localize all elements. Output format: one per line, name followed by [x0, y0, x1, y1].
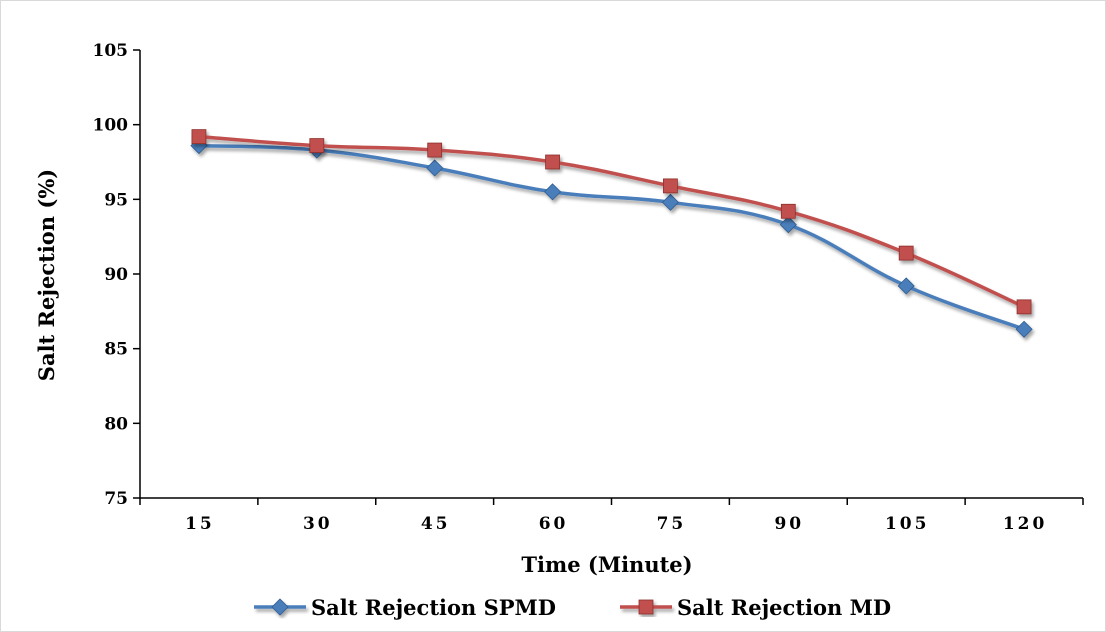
y-tick-label: 90: [104, 265, 128, 285]
legend: Salt Rejection SPMD Salt Rejection MD: [254, 595, 891, 620]
legend-swatch: [254, 598, 306, 616]
data-point: [1015, 320, 1033, 338]
series-layer: [190, 129, 1033, 338]
data-point: [545, 154, 560, 170]
y-tick-label: 105: [93, 41, 129, 61]
x-tick-label: 15: [185, 514, 215, 534]
data-point: [543, 183, 562, 201]
axes: 75 80 85 90 95 100 105 15 30 45 60 75 90 105 120: [93, 41, 1084, 534]
y-tick-label: 100: [93, 116, 129, 136]
x-tick-label: 60: [539, 514, 569, 534]
legend-swatch: [620, 599, 672, 615]
x-tick-label: 105: [885, 514, 930, 534]
y-tick-label: 75: [104, 489, 128, 509]
data-point: [663, 178, 678, 194]
data-point: [1016, 299, 1032, 315]
data-point: [309, 138, 325, 153]
y-axis-title: Salt Rejection (%): [34, 169, 59, 381]
data-point: [898, 245, 914, 261]
x-tick-label: 75: [657, 514, 687, 534]
legend-label: Salt Rejection SPMD: [311, 595, 556, 620]
series-1: [190, 137, 1033, 338]
x-axis-title: Time (Minute): [521, 552, 692, 577]
y-tick-label: 85: [104, 340, 128, 360]
data-point: [426, 159, 444, 177]
x-tick-label: 30: [303, 514, 333, 534]
x-tick-label: 120: [1003, 514, 1048, 534]
x-tick-label: 90: [774, 514, 804, 534]
data-point: [897, 277, 915, 295]
series-2: [191, 129, 1032, 315]
legend-marker: [638, 599, 654, 615]
x-tick-label: 45: [421, 514, 451, 534]
data-point: [191, 129, 207, 145]
data-point: [780, 203, 796, 219]
legend-label: Salt Rejection MD: [677, 595, 891, 620]
data-point: [661, 193, 680, 211]
data-point: [427, 142, 443, 158]
y-tick-label: 95: [104, 190, 128, 210]
legend-marker: [271, 598, 289, 616]
series-line: [198, 143, 1025, 331]
data-point: [779, 216, 797, 234]
y-tick-label: 80: [104, 414, 128, 434]
